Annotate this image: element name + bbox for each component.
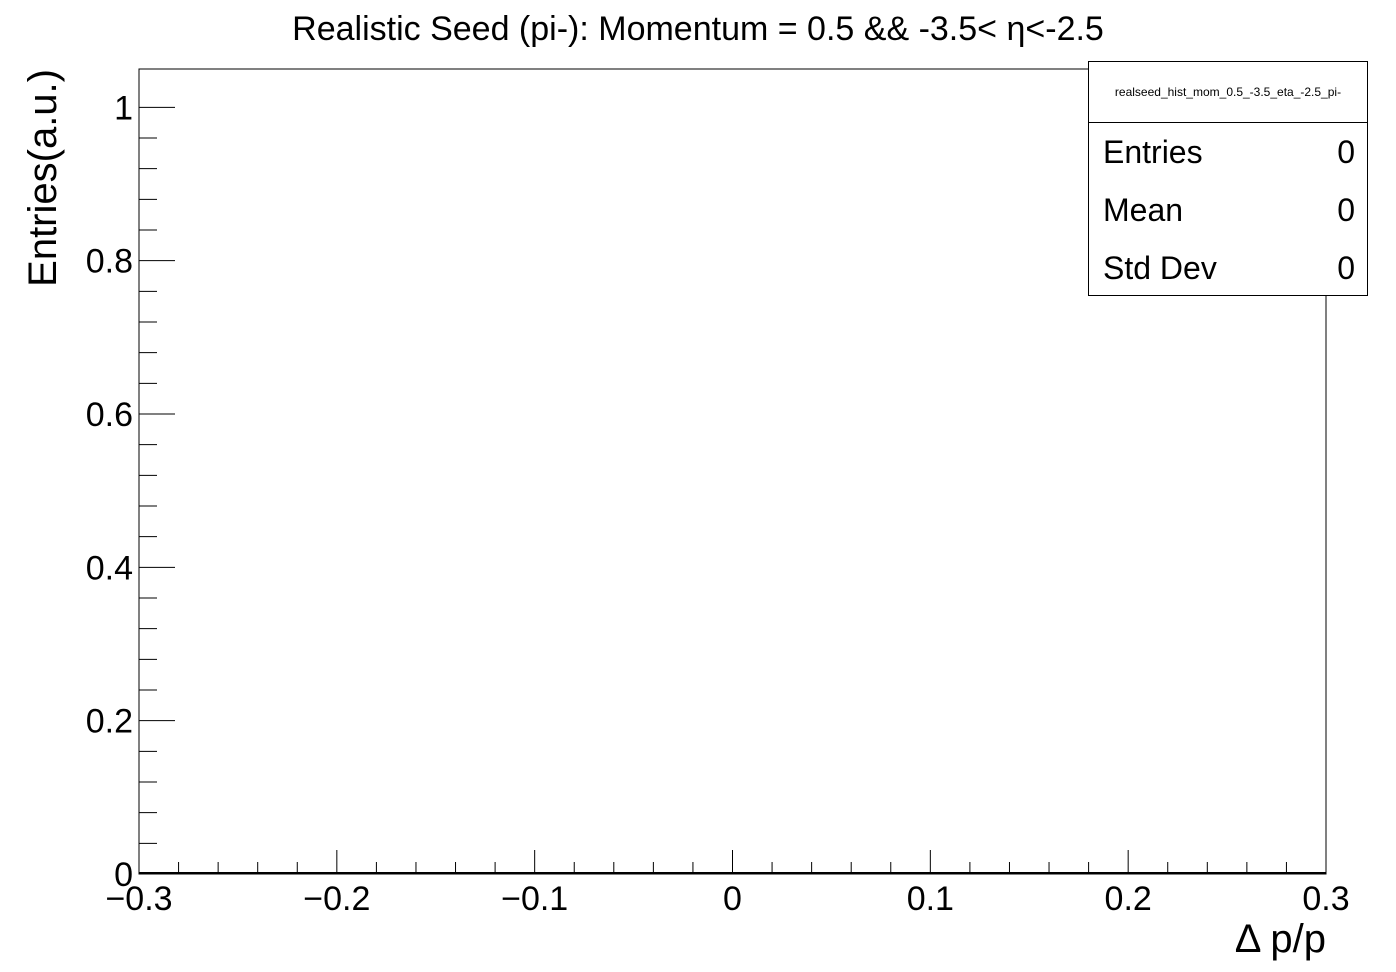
y-axis-tick-labels: 0 0.2 0.4 0.6 0.8 1 bbox=[86, 89, 133, 894]
chart-title-suffix: <-2.5 bbox=[1025, 10, 1104, 48]
stats-box: realseed_hist_mom_0.5_-3.5_eta_-2.5_pi- … bbox=[1088, 61, 1368, 296]
stats-row-std-dev: Std Dev 0 bbox=[1089, 239, 1367, 297]
stats-value: 0 bbox=[1337, 191, 1355, 228]
stats-value: 0 bbox=[1337, 249, 1355, 286]
stats-label: Std Dev bbox=[1103, 249, 1217, 286]
y-tick-label: 0.6 bbox=[86, 396, 133, 434]
x-axis-tick-labels: −0.3 −0.2 −0.1 0 0.1 0.2 0.3 bbox=[105, 880, 1349, 918]
x-axis-ticks bbox=[138, 850, 1327, 874]
y-tick-label: 0.8 bbox=[86, 243, 133, 281]
chart-title-eta-symbol: η bbox=[1006, 10, 1026, 48]
x-tick-label: 0.1 bbox=[907, 880, 954, 918]
x-tick-label: 0.2 bbox=[1105, 880, 1152, 918]
y-tick-label: 1 bbox=[114, 89, 133, 127]
y-axis-label: Entries(a.u.) bbox=[21, 69, 65, 287]
y-tick-label: 0.4 bbox=[86, 549, 133, 587]
x-tick-label: −0.2 bbox=[303, 880, 370, 918]
stats-label: Entries bbox=[1103, 133, 1203, 170]
chart-title: Realistic Seed (pi-): Momentum = 0.5 && … bbox=[0, 10, 1396, 49]
y-tick-label: 0.2 bbox=[86, 703, 133, 741]
x-tick-label: −0.1 bbox=[501, 880, 568, 918]
x-tick-label: −0.3 bbox=[105, 880, 172, 918]
stats-value: 0 bbox=[1337, 133, 1355, 170]
stats-row-entries: Entries 0 bbox=[1089, 123, 1367, 181]
stats-label: Mean bbox=[1103, 191, 1184, 228]
chart-title-prefix: Realistic Seed (pi-): Momentum = 0.5 && … bbox=[292, 10, 998, 48]
stats-histogram-name: realseed_hist_mom_0.5_-3.5_eta_-2.5_pi- bbox=[1089, 62, 1367, 123]
x-tick-label: 0 bbox=[723, 880, 742, 918]
x-tick-label: 0.3 bbox=[1302, 880, 1349, 918]
y-axis-ticks bbox=[139, 106, 175, 875]
stats-row-mean: Mean 0 bbox=[1089, 181, 1367, 239]
y-tick-label: 0 bbox=[114, 856, 133, 894]
x-axis-label: Δ p/p bbox=[1235, 917, 1326, 961]
